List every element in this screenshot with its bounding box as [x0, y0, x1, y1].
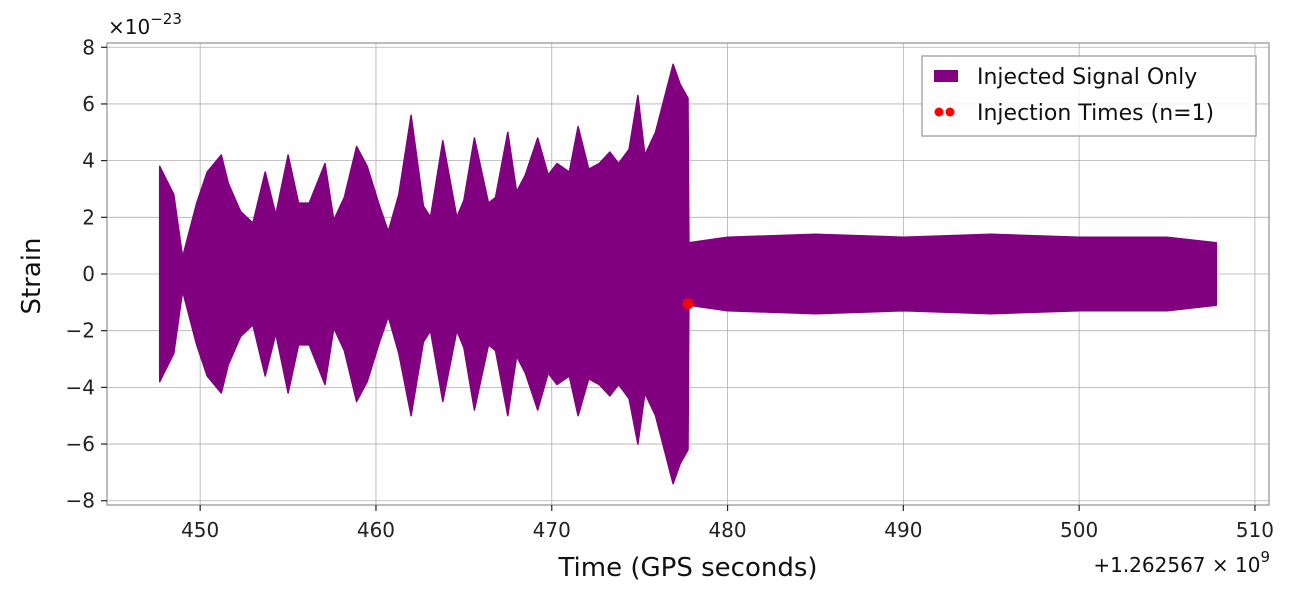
x-tick-label: 470: [533, 518, 571, 542]
y-tick-label: 6: [82, 92, 95, 116]
legend-label-injection-times: Injection Times (n=1): [977, 101, 1214, 126]
x-axis: 450 460 470 480 490 500 510: [181, 505, 1274, 542]
y-axis-label: Strain: [17, 237, 47, 314]
legend: Injected Signal Only Injection Times (n=…: [921, 55, 1257, 137]
x-tick-label: 510: [1236, 518, 1274, 542]
y-axis: −8 −6 −4 −2 0 2 4 6 8: [66, 35, 107, 513]
x-tick-label: 490: [884, 518, 922, 542]
y-scale-label: ×10−23: [108, 10, 182, 39]
x-tick-label: 480: [708, 518, 746, 542]
series-layer: [158, 63, 1218, 485]
legend-marker-injection-times: [945, 107, 955, 117]
legend-swatch-injected-signal: [934, 70, 958, 82]
y-tick-label: −6: [66, 432, 95, 456]
x-axis-label: Time (GPS seconds): [557, 553, 817, 583]
x-offset-label: +1.262567 × 109: [1093, 548, 1270, 577]
legend-box: [921, 55, 1257, 137]
y-tick-label: −2: [66, 319, 95, 343]
y-tick-label: −4: [66, 375, 95, 399]
y-tick-label: 2: [82, 205, 95, 229]
y-tick-label: 8: [82, 35, 95, 59]
series-injected-signal-texture: [159, 81, 1217, 467]
x-tick-label: 460: [357, 518, 395, 542]
legend-marker-injection-times: [934, 107, 944, 117]
injection-time-point: [682, 298, 694, 310]
legend-label-injected-signal: Injected Signal Only: [977, 65, 1197, 90]
y-tick-label: 0: [82, 262, 95, 286]
y-tick-label: 4: [82, 149, 95, 173]
x-tick-label: 500: [1060, 518, 1098, 542]
y-tick-label: −8: [66, 489, 95, 513]
x-tick-label: 450: [181, 518, 219, 542]
